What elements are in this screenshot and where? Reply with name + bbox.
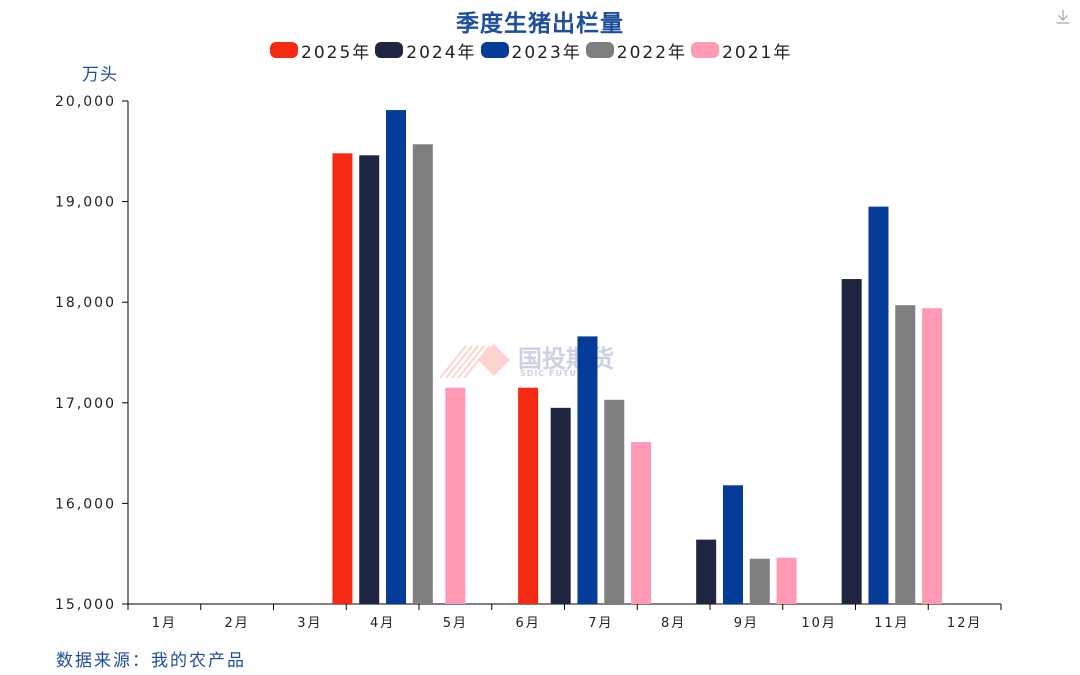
bar [359, 155, 380, 604]
y-tick-label: 18,000 [55, 295, 116, 311]
source-note: 数据来源：我的农产品 [56, 651, 246, 671]
x-tick-label: 5月 [443, 616, 468, 631]
x-tick-label: 7月 [588, 616, 613, 631]
watermark-text-cn: 国投期货 [518, 345, 614, 373]
watermark-text-en: SDIC FUTURES [520, 369, 597, 378]
bars [332, 110, 943, 604]
legend-label: 2023年 [511, 42, 582, 63]
legend-label: 2021年 [722, 42, 793, 63]
bar [445, 387, 466, 604]
chart-title: 季度生猪出栏量 [456, 11, 624, 37]
bar [386, 110, 407, 604]
x-tick-label: 9月 [734, 616, 759, 631]
axes: 15,000 16,000 17,000 18,000 19,000 20,000 1月 2月… [55, 94, 1002, 631]
x-tick-label: 1月 [152, 616, 177, 631]
legend-label: 2024年 [406, 42, 477, 63]
watermark-logo: 国投期货 SDIC FUTURES [439, 344, 614, 379]
y-tick-label: 19,000 [55, 195, 116, 211]
bar [518, 387, 539, 604]
x-tick-label: 10月 [801, 616, 837, 631]
legend-item[interactable]: 2025年 [270, 38, 371, 63]
x-tick-label: 11月 [874, 616, 910, 631]
download-icon[interactable] [1054, 8, 1072, 26]
x-tick-label: 3月 [297, 616, 322, 631]
bar [696, 539, 717, 604]
bar [722, 485, 743, 604]
legend-swatch [480, 42, 509, 58]
bar [332, 153, 353, 604]
x-tick-label: 12月 [947, 616, 983, 631]
x-tick-label: 4月 [370, 616, 395, 631]
bar [412, 144, 433, 604]
bar [776, 557, 797, 604]
legend-item[interactable]: 2022年 [585, 38, 688, 63]
x-tick-label: 6月 [515, 616, 540, 631]
bar [550, 407, 571, 604]
legend-swatch [375, 42, 404, 58]
x-tick-label: 8月 [661, 616, 686, 631]
x-tick-label: 2月 [224, 616, 249, 631]
legend-item[interactable]: 2021年 [691, 38, 792, 63]
legend-swatch [270, 42, 298, 58]
legend: 2025年 2024年 2023年 2022年 2021年 [270, 38, 792, 63]
bar [922, 308, 943, 604]
legend-swatch [585, 42, 614, 58]
bar [604, 399, 625, 604]
y-axis-label: 万头 [82, 65, 118, 85]
y-tick-label: 15,000 [55, 597, 116, 613]
bar [631, 442, 652, 604]
bar [577, 336, 598, 604]
legend-swatch [691, 42, 720, 58]
bar [895, 305, 916, 604]
y-tick-label: 17,000 [55, 396, 116, 412]
watermark-stripes-icon [439, 344, 510, 379]
bar [841, 279, 862, 604]
y-tick-label: 16,000 [55, 496, 116, 512]
y-tick-label: 20,000 [55, 94, 116, 110]
legend-label: 2025年 [301, 42, 372, 63]
legend-label: 2022年 [616, 42, 688, 63]
legend-item[interactable]: 2024年 [375, 38, 476, 63]
bar [749, 558, 770, 604]
bar [868, 206, 889, 604]
legend-item[interactable]: 2023年 [480, 38, 582, 63]
